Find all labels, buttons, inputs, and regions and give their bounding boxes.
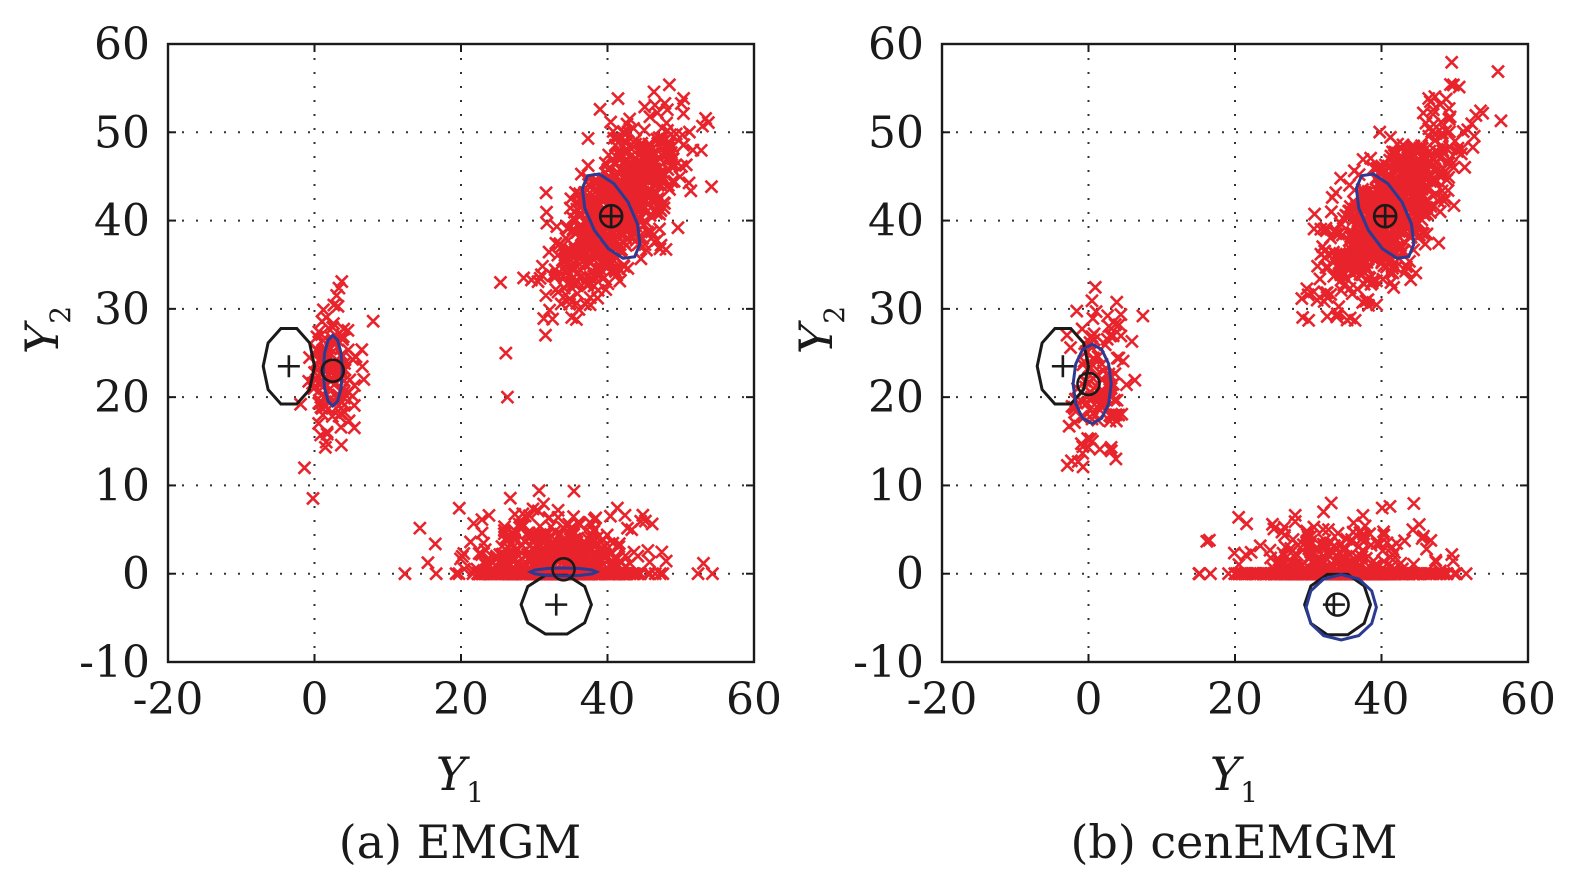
panel-b-cluster-upper-right [1294, 55, 1508, 328]
panel-b-ylabel-main: Y [789, 319, 843, 354]
panel-b-estimated-ellipse [1354, 172, 1416, 260]
panel-a-estimated-mean-marker [320, 358, 346, 383]
panel-a-ytick-label: 10 [94, 460, 150, 511]
panel-a-ytick-label: 0 [122, 549, 150, 600]
panel-a-xlabel: Y1 [436, 747, 484, 809]
panel-a-ytick-label: 60 [94, 19, 150, 70]
panel-a-cluster-bottom [397, 483, 720, 581]
panel-b-true-mean-marker [1051, 355, 1074, 378]
panel-b-ytick-label: 20 [868, 372, 924, 423]
panel-a: (a) EMGM Y1 Y2 -20 0 20 40 60-10010203040506… [15, 19, 782, 869]
panel-b-cluster-bottom [1192, 496, 1474, 581]
panel-a-estimated-ellipse [321, 333, 344, 409]
panel-a-true-ellipse [261, 327, 317, 406]
panel-a-xlabel-main: Y [436, 747, 471, 801]
panel-b-ylabel-sub: 2 [818, 306, 851, 324]
panel-b-xtick-label: 60 [1500, 674, 1556, 725]
panel-a-xlabel-sub: 1 [466, 776, 484, 809]
panel-a-ylabel-sub: 2 [44, 306, 77, 324]
panel-a-true-mean-marker [545, 593, 568, 616]
panel-b-points [1060, 55, 1508, 581]
panel-a-estimated-mean-marker [598, 203, 624, 229]
panel-b-true-mean-marker [1374, 205, 1397, 228]
panel-b-ytick-label: 40 [868, 196, 924, 247]
panel-a-ylabel: Y2 [15, 306, 77, 354]
panel-a-ytick-label: 30 [94, 284, 150, 335]
panel-b-ytick-label: 50 [868, 107, 924, 158]
panel-b: (b) cenEMGM Y1 Y2 -20 0 20 40 60-10010203040… [789, 19, 1556, 869]
panel-a-cluster-upper-right [493, 77, 719, 405]
panel-a-estimated-ellipse [580, 172, 642, 260]
panel-b-estimated-mean-marker [1372, 203, 1398, 229]
panel-a-true-ellipse [519, 573, 593, 636]
panel-b-ytick-label: 30 [868, 284, 924, 335]
panel-b-ytick-label: 10 [868, 460, 924, 511]
panel-b-ylabel: Y2 [789, 306, 851, 354]
panel-b-estimated-mean-marker [1076, 371, 1101, 397]
panel-a-xtick-label: 20 [433, 674, 489, 725]
panel-a-xtick-label: 40 [580, 674, 636, 725]
panel-b-ytick-label: 60 [868, 19, 924, 70]
panel-b-estimated-mean-marker [1325, 592, 1350, 617]
panel-b-ytick-label: 0 [896, 549, 924, 600]
panel-b-xlabel-sub: 1 [1240, 776, 1258, 809]
panel-a-xtick-label: 60 [726, 674, 782, 725]
panel-a-true-mean-marker [277, 355, 300, 378]
panel-a-ytick-label: 20 [94, 372, 150, 423]
panel-a-points [293, 77, 720, 581]
panel-b-estimated-ellipse [1071, 342, 1113, 426]
panel-b-ytick-label: -10 [853, 637, 924, 688]
panel-b-xtick-label: 0 [1075, 674, 1103, 725]
panel-a-true-mean-marker [600, 205, 623, 228]
panel-b-xlabel: Y1 [1210, 747, 1258, 809]
panel-a-ylabel-main: Y [15, 319, 69, 354]
panel-b-estimated-ellipse [1304, 573, 1378, 642]
panel-a-ytick-label: 50 [94, 107, 150, 158]
panel-a-xtick-label: 0 [301, 674, 329, 725]
panel-a-estimated-mean-marker [551, 556, 576, 582]
panel-a-xtick-label: -20 [133, 674, 204, 725]
panel-b-xtick-label: 40 [1354, 674, 1410, 725]
panel-b-xtick-label: -20 [907, 674, 978, 725]
panel-a-caption: (a) EMGM [339, 815, 581, 869]
panel-a-estimated-ellipse [526, 566, 601, 578]
panel-b-caption: (b) cenEMGM [1070, 815, 1397, 869]
panel-a-ytick-label: -10 [79, 637, 150, 688]
panel-b-xlabel-main: Y [1210, 747, 1245, 801]
panel-b-xtick-label: 20 [1207, 674, 1263, 725]
panel-a-ytick-label: 40 [94, 196, 150, 247]
